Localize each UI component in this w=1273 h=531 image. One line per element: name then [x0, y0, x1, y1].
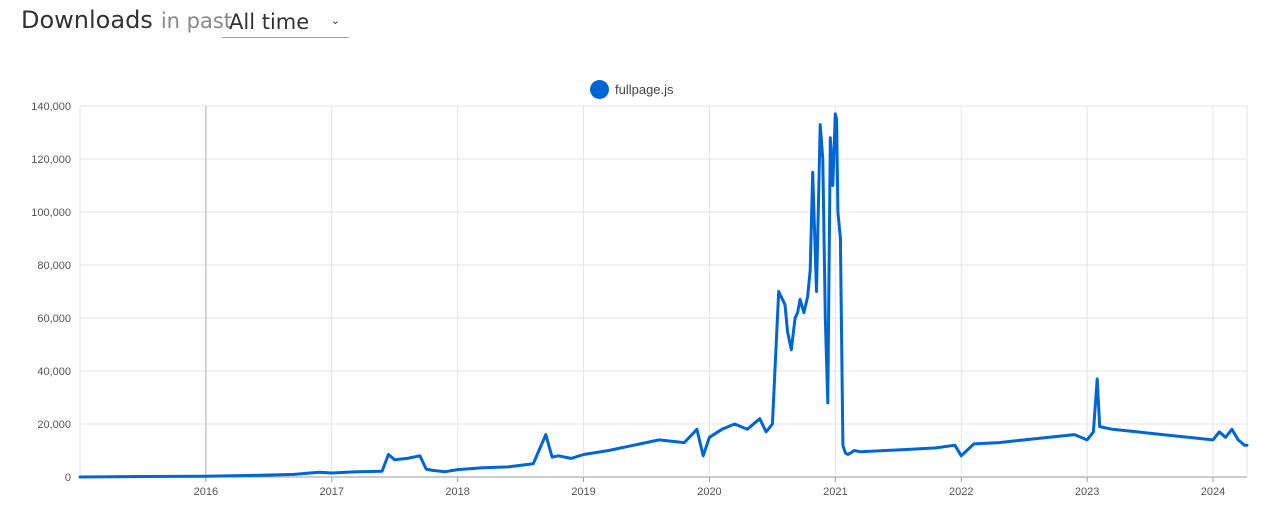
y-tick-label: 80,000 [37, 260, 71, 272]
header-subtitle: in past [160, 9, 233, 33]
x-tick-label: 2018 [445, 486, 469, 498]
period-select[interactable]: All time ⌄ [222, 6, 349, 38]
x-tick-label: 2022 [949, 486, 973, 498]
x-tick-label: 2023 [1075, 486, 1099, 498]
x-tick-label: 2024 [1201, 486, 1225, 498]
legend-swatch-icon [590, 80, 609, 99]
x-tick-label: 2020 [697, 486, 721, 498]
chevron-down-icon: ⌄ [330, 15, 340, 27]
y-tick-label: 0 [65, 472, 71, 484]
x-tick-label: 2017 [320, 486, 344, 498]
y-tick-label: 140,000 [31, 101, 71, 113]
x-tick-label: 2021 [823, 486, 847, 498]
legend-series-label: fullpage.js [615, 82, 674, 97]
series-line-fullpage-js [78, 112, 1249, 479]
x-tick-label: 2019 [571, 486, 595, 498]
downloads-header: Downloads in past [21, 6, 232, 40]
header-title: Downloads [21, 6, 153, 34]
y-tick-label: 20,000 [37, 419, 71, 431]
y-tick-label: 120,000 [31, 154, 71, 166]
y-tick-label: 60,000 [37, 313, 71, 325]
period-selected-value: All time [229, 9, 310, 34]
chart-legend[interactable]: fullpage.js [590, 80, 674, 99]
y-tick-label: 40,000 [37, 366, 71, 378]
y-tick-label: 100,000 [31, 207, 71, 219]
x-tick-label: 2016 [194, 486, 218, 498]
